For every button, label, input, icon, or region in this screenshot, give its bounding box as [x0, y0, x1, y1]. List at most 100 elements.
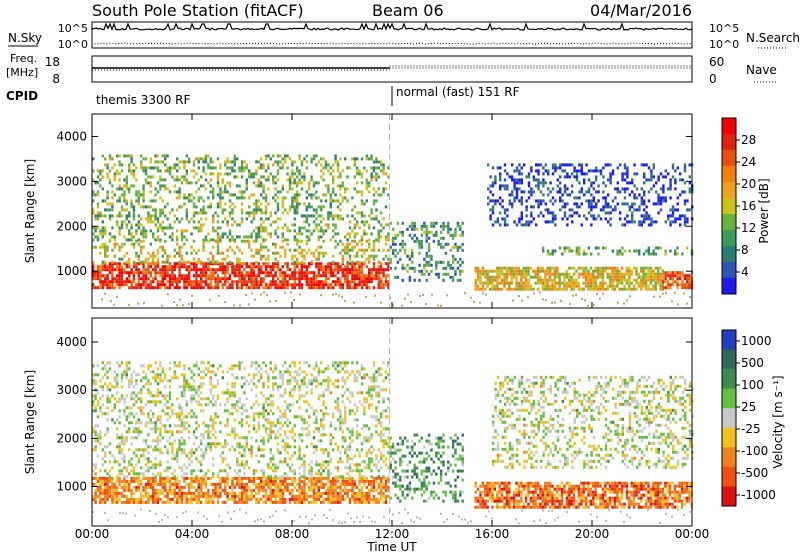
heatmap-cell	[676, 274, 679, 278]
heatmap-cell	[142, 184, 145, 188]
heatmap-cell	[563, 175, 567, 179]
heatmap-cell	[183, 280, 186, 284]
heatmap-cell	[353, 286, 356, 290]
heatmap-cell	[662, 286, 665, 290]
heatmap-cell	[264, 476, 268, 480]
heatmap-cell	[370, 277, 373, 281]
heatmap-cell	[236, 196, 239, 200]
heatmap-cell	[176, 277, 179, 281]
heatmap-cell	[459, 269, 462, 273]
heatmap-cell	[250, 265, 253, 269]
heatmap-cell	[329, 491, 332, 495]
heatmap-cell	[620, 287, 624, 291]
heatmap-cell	[260, 268, 263, 272]
heatmap-cell	[94, 488, 97, 492]
heatmap-cell	[161, 245, 164, 249]
heatmap-cell	[454, 245, 457, 249]
heatmap-cell	[125, 466, 128, 470]
heatmap-cell	[252, 208, 256, 212]
heatmap-cell	[582, 269, 585, 273]
heatmap-cell	[243, 476, 246, 480]
heatmap-cell	[601, 266, 605, 270]
heatmap-cell	[257, 208, 260, 212]
heatmap-cell	[511, 175, 514, 179]
heatmap-cell	[240, 497, 244, 501]
heatmap-cell	[192, 274, 196, 278]
heatmap-cell	[676, 166, 679, 170]
heatmap-cell	[128, 430, 131, 434]
heatmap-cell	[640, 269, 643, 273]
heatmap-cell	[391, 227, 395, 231]
heatmap-cell	[527, 223, 531, 227]
heatmap-cell	[94, 472, 97, 476]
heatmap-cell	[190, 262, 193, 266]
heatmap-cell	[571, 184, 574, 188]
heatmap-cell	[339, 488, 342, 492]
heatmap-cell	[513, 187, 516, 191]
heatmap-cell	[520, 223, 523, 227]
heatmap-cell	[123, 373, 126, 377]
heatmap-cell	[180, 245, 184, 249]
heatmap-cell	[123, 178, 126, 182]
heatmap-cell	[511, 202, 514, 206]
heatmap-cell	[608, 284, 612, 288]
heatmap-cell	[375, 178, 378, 182]
heatmap-cell	[558, 278, 561, 282]
heatmap-cell	[584, 278, 588, 282]
heatmap-cell	[92, 274, 95, 278]
heatmap-cell	[104, 433, 107, 437]
heatmap-cell	[212, 286, 215, 290]
heatmap-cell	[159, 169, 162, 173]
heatmap-cell	[99, 430, 102, 434]
heatmap-cell	[296, 184, 299, 188]
heatmap-cell	[351, 488, 354, 492]
heatmap-cell	[156, 166, 160, 170]
heatmap-cell	[161, 160, 164, 164]
heatmap-cell	[118, 160, 121, 164]
heatmap-cell	[257, 482, 260, 486]
heatmap-cell	[123, 479, 126, 483]
heatmap-cell	[375, 175, 378, 179]
heatmap-cell	[281, 196, 284, 200]
heatmap-cell	[178, 271, 181, 275]
heatmap-cell	[185, 214, 188, 218]
heatmap-cell	[111, 494, 114, 498]
heatmap-cell	[135, 232, 138, 236]
heatmap-cell	[631, 211, 634, 215]
heatmap-cell	[204, 497, 208, 501]
heatmap-cell	[245, 482, 248, 486]
heatmap-cell	[425, 239, 428, 243]
heatmap-cell	[683, 199, 687, 203]
heatmap-cell	[315, 500, 318, 504]
heatmap-cell	[204, 479, 208, 483]
heatmap-cell	[681, 190, 684, 194]
heatmap-cell	[293, 238, 296, 242]
heatmap-cell	[252, 277, 256, 281]
heatmap-cell	[659, 196, 663, 200]
heatmap-cell	[92, 497, 95, 501]
heatmap-cell	[652, 252, 655, 256]
heatmap-cell	[132, 208, 136, 212]
heatmap-cell	[147, 265, 150, 269]
heatmap-cell	[315, 286, 318, 290]
heatmap-cell	[336, 500, 340, 504]
heatmap-cell	[609, 181, 612, 185]
heatmap-cell	[267, 257, 270, 261]
heatmap-cell	[236, 479, 239, 483]
heatmap-cell	[226, 220, 229, 224]
heatmap-cell	[344, 190, 347, 194]
heatmap-cell	[180, 254, 184, 258]
heatmap-cell	[334, 494, 337, 498]
heatmap-cell	[327, 190, 330, 194]
heatmap-cell	[642, 278, 645, 282]
heatmap-cell	[154, 271, 157, 275]
heatmap-cell	[300, 226, 304, 230]
heatmap-cell	[204, 262, 208, 266]
heatmap-cell	[520, 278, 523, 282]
heatmap-cell	[284, 283, 287, 287]
heatmap-cell	[255, 274, 258, 278]
heatmap-cell	[123, 235, 126, 239]
heatmap-cell	[173, 277, 176, 281]
heatmap-cell	[209, 205, 212, 209]
heatmap-cell	[546, 249, 550, 253]
